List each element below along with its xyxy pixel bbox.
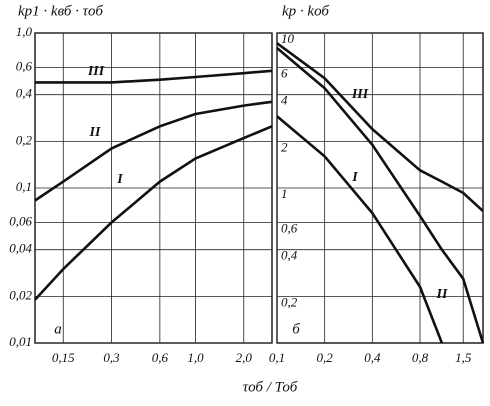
y-tick-label: 1: [281, 186, 288, 201]
curve-label: III: [87, 64, 105, 79]
curve: [34, 125, 273, 301]
curve-label: II: [436, 287, 448, 302]
y-tick-label: 0,4: [16, 86, 33, 101]
y-tick-label: 0,2: [16, 132, 33, 147]
y-tick-label: 0,6: [16, 58, 33, 73]
x-tick-label: 2,0: [236, 350, 253, 365]
y-tick-label: 0,2: [281, 294, 298, 309]
y-tick-label: 2: [281, 139, 288, 154]
x-tick-label: 0,2: [317, 350, 334, 365]
y-tick-label: 0,02: [9, 287, 32, 302]
curve-label: III: [351, 87, 369, 102]
panel-label: а: [54, 321, 62, 337]
x-tick-label: 0,6: [152, 350, 169, 365]
y-tick-label: 4: [281, 93, 288, 108]
y-tick-label: 0,4: [281, 248, 298, 263]
curve-label: I: [351, 170, 358, 185]
x-tick-label: 0,8: [412, 350, 429, 365]
y-tick-label: 6: [281, 65, 288, 80]
y-tick-label: 0,01: [9, 334, 32, 349]
chart-title: kр1 · kвб · τоб: [18, 3, 103, 19]
chart-title: kр · kоб: [282, 3, 329, 19]
y-tick-label: 0,1: [16, 179, 32, 194]
x-tick-label: 0,4: [364, 350, 381, 365]
curve: [34, 100, 273, 202]
curve-label: II: [89, 125, 101, 140]
y-tick-label: 0,06: [9, 213, 32, 228]
x-tick-label: 0,15: [52, 350, 75, 365]
curve: [276, 42, 484, 213]
y-tick-label: 1,0: [16, 24, 33, 39]
y-tick-label: 0,04: [9, 241, 32, 256]
y-tick-label: 10: [281, 31, 295, 46]
x-tick-label: 0,1: [269, 350, 285, 365]
x-axis-label: τоб / Тоб: [243, 379, 298, 395]
x-tick-label: 0,3: [103, 350, 120, 365]
curve: [276, 47, 485, 344]
curve: [276, 115, 444, 344]
panel-label: б: [292, 321, 300, 337]
x-tick-label: 1,5: [455, 350, 472, 365]
x-tick-label: 1,0: [187, 350, 204, 365]
curve-label: I: [116, 172, 123, 187]
y-tick-label: 0,6: [281, 220, 298, 235]
curve: [35, 69, 273, 84]
